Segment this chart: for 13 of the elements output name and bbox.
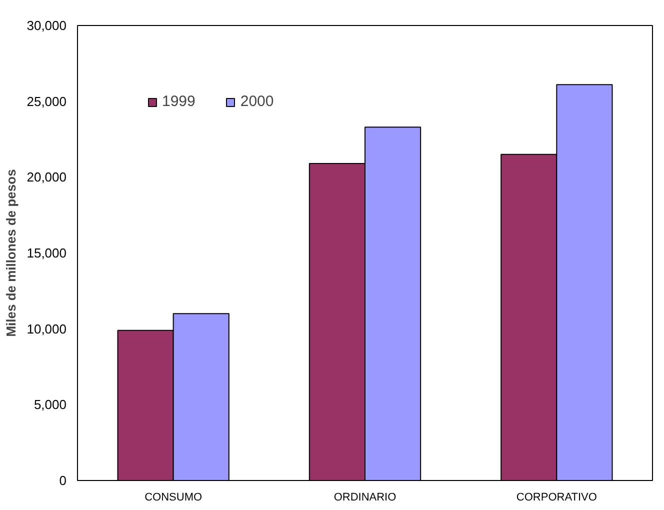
- y-tick-label: 15,000: [26, 246, 67, 260]
- y-tick-label: 5,000: [34, 397, 67, 412]
- x-tick-label: CORPORATIVO: [516, 492, 598, 504]
- y-axis-title: Miles de millones de pesos: [4, 169, 19, 337]
- y-tick-label: 30,000: [26, 18, 67, 33]
- y-tick-label: 0: [59, 473, 67, 488]
- y-tick-label: 25,000: [26, 94, 67, 109]
- legend-label: 1999: [162, 93, 196, 110]
- x-tick-label: ORDINARIO: [334, 492, 397, 504]
- y-tick-label: 10,000: [26, 321, 67, 336]
- y-tick-label: 20,000: [26, 170, 67, 185]
- x-tick-label: CONSUMO: [144, 492, 202, 504]
- legend-label: 2000: [240, 93, 274, 110]
